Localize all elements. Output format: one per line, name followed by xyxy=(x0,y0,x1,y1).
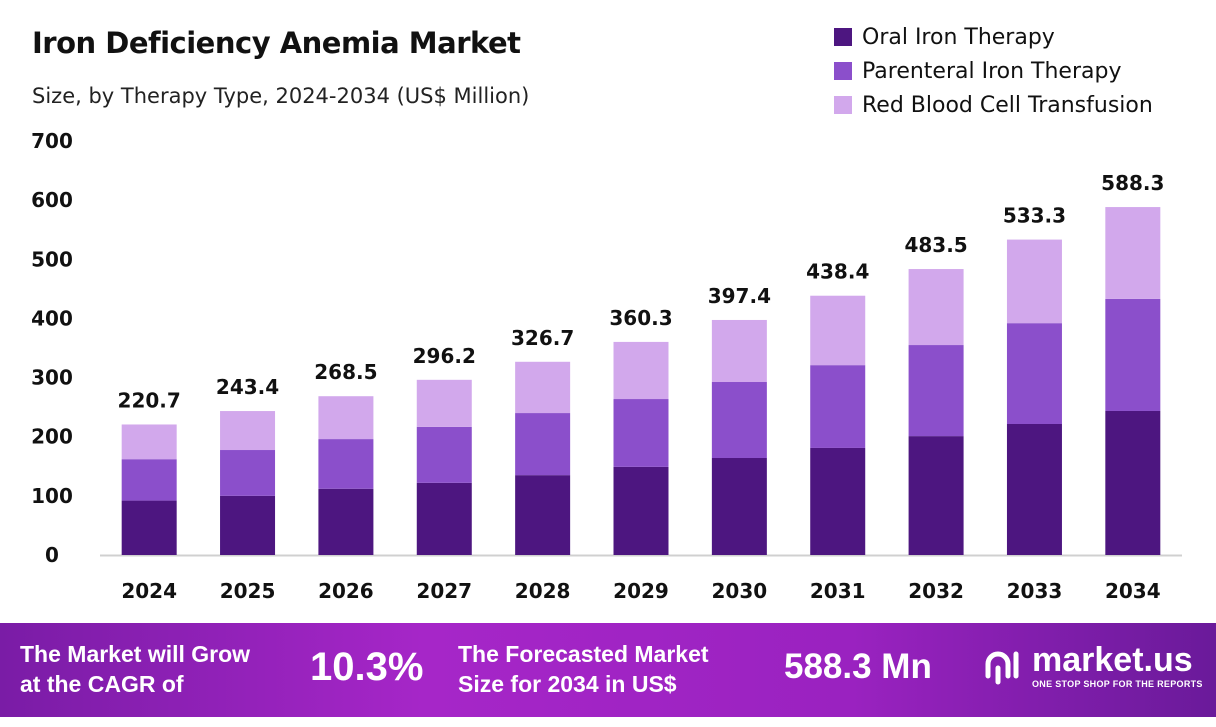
bar-segment-oral-iron-therapy xyxy=(613,466,669,555)
logo-icon xyxy=(985,651,1019,685)
y-tick-label: 300 xyxy=(31,366,73,390)
bar-segment-oral-iron-therapy xyxy=(515,475,571,555)
legend-label: Red Blood Cell Transfusion xyxy=(862,92,1153,118)
bar-segment-parenteral-iron-therapy xyxy=(515,413,571,476)
brand-name: market.us xyxy=(1032,641,1193,679)
legend-swatch xyxy=(834,96,852,114)
bar-segment-parenteral-iron-therapy xyxy=(121,459,177,501)
legend-label: Oral Iron Therapy xyxy=(862,24,1055,50)
y-tick-label: 200 xyxy=(31,425,73,449)
bar-segment-red-blood-cell-transfusion xyxy=(613,341,669,400)
bar-segment-parenteral-iron-therapy xyxy=(318,439,374,489)
bar-segment-red-blood-cell-transfusion xyxy=(810,295,866,366)
x-tick-label: 2028 xyxy=(515,579,571,603)
bar-segment-oral-iron-therapy xyxy=(220,495,276,555)
forecast-label: The Forecasted Market Size for 2034 in U… xyxy=(458,639,709,699)
x-tick-label: 2027 xyxy=(416,579,472,603)
bar-segment-red-blood-cell-transfusion xyxy=(515,361,571,414)
legend-swatch xyxy=(834,62,852,80)
x-tick-label: 2026 xyxy=(318,579,374,603)
bar-segment-parenteral-iron-therapy xyxy=(810,365,866,448)
y-tick-label: 100 xyxy=(31,484,73,508)
bar-segment-oral-iron-therapy xyxy=(711,458,767,555)
bar-segment-oral-iron-therapy xyxy=(318,488,374,555)
data-label-total: 326.7 xyxy=(511,326,574,350)
bar-segment-parenteral-iron-therapy xyxy=(416,426,472,483)
cagr-label-line2: at the CAGR of xyxy=(20,671,184,697)
data-label-total: 360.3 xyxy=(609,306,672,330)
stacked-bar-chart: 0 100 200 300 400 500 600 700 220.7 2024 243.4 2025… xyxy=(31,129,1182,603)
bar-segment-parenteral-iron-therapy xyxy=(908,345,964,437)
bar-segment-parenteral-iron-therapy xyxy=(1105,298,1161,411)
legend-label: Parenteral Iron Therapy xyxy=(862,58,1122,84)
x-tick-label: 2029 xyxy=(613,579,669,603)
y-tick-label: 700 xyxy=(31,129,73,153)
legend-item-oral: Oral Iron Therapy xyxy=(834,20,1153,54)
bar-segment-parenteral-iron-therapy xyxy=(613,399,669,467)
x-tick-label: 2032 xyxy=(908,579,964,603)
market-us-logo: market.us ONE STOP SHOP FOR THE REPORTS xyxy=(982,643,1203,689)
chart-title: Iron Deficiency Anemia Market xyxy=(32,26,521,60)
bar-segment-oral-iron-therapy xyxy=(121,500,177,555)
x-tick-label: 2024 xyxy=(121,579,177,603)
summary-banner: The Market will Grow at the CAGR of 10.3… xyxy=(0,623,1216,717)
cagr-label: The Market will Grow at the CAGR of xyxy=(20,639,250,699)
bar-segment-parenteral-iron-therapy xyxy=(1006,323,1062,424)
brand-tagline: ONE STOP SHOP FOR THE REPORTS xyxy=(1032,679,1203,689)
bar-segment-oral-iron-therapy xyxy=(810,447,866,555)
bar-segment-oral-iron-therapy xyxy=(1105,410,1161,555)
data-label-total: 220.7 xyxy=(118,388,181,412)
legend-item-parenteral: Parenteral Iron Therapy xyxy=(834,54,1153,88)
bar-segment-parenteral-iron-therapy xyxy=(220,450,276,496)
y-tick-label: 500 xyxy=(31,247,73,271)
data-label-total: 533.3 xyxy=(1003,204,1066,228)
data-label-total: 296.2 xyxy=(413,344,476,368)
cagr-value: 10.3% xyxy=(310,645,424,689)
bar-segment-red-blood-cell-transfusion xyxy=(908,269,964,346)
forecast-value: 588.3 Mn xyxy=(784,647,932,686)
data-label-total: 268.5 xyxy=(314,360,377,384)
data-label-total: 483.5 xyxy=(904,233,967,257)
bar-segment-red-blood-cell-transfusion xyxy=(1006,239,1062,324)
x-tick-label: 2030 xyxy=(712,579,768,603)
bar-segment-red-blood-cell-transfusion xyxy=(416,379,472,427)
x-tick-label: 2025 xyxy=(220,579,276,603)
chart-subtitle: Size, by Therapy Type, 2024-2034 (US$ Mi… xyxy=(32,84,530,108)
bar-segment-parenteral-iron-therapy xyxy=(711,382,767,459)
legend-swatch xyxy=(834,28,852,46)
y-tick-label: 400 xyxy=(31,306,73,330)
data-label-total: 243.4 xyxy=(216,375,279,399)
y-tick-label: 0 xyxy=(45,543,59,567)
cagr-label-line1: The Market will Grow xyxy=(20,641,251,667)
bar-segment-oral-iron-therapy xyxy=(1006,423,1062,555)
data-label-total: 588.3 xyxy=(1101,171,1164,195)
data-label-total: 397.4 xyxy=(708,284,771,308)
forecast-label-line2: Size for 2034 in US$ xyxy=(458,671,677,697)
legend: Oral Iron Therapy Parenteral Iron Therap… xyxy=(834,20,1153,122)
x-tick-label: 2031 xyxy=(810,579,866,603)
bar-segment-red-blood-cell-transfusion xyxy=(1105,207,1161,299)
bar-segment-oral-iron-therapy xyxy=(908,436,964,555)
bar-segment-red-blood-cell-transfusion xyxy=(711,319,767,383)
data-label-total: 438.4 xyxy=(806,260,869,284)
forecast-label-line1: The Forecasted Market xyxy=(458,641,709,667)
y-tick-label: 600 xyxy=(31,188,73,212)
bar-segment-oral-iron-therapy xyxy=(416,482,472,555)
bar-segment-red-blood-cell-transfusion xyxy=(121,424,177,460)
legend-item-rbc: Red Blood Cell Transfusion xyxy=(834,88,1153,122)
bar-segment-red-blood-cell-transfusion xyxy=(318,396,374,440)
bar-segment-red-blood-cell-transfusion xyxy=(220,411,276,451)
x-tick-label: 2034 xyxy=(1105,579,1161,603)
x-tick-label: 2033 xyxy=(1007,579,1063,603)
